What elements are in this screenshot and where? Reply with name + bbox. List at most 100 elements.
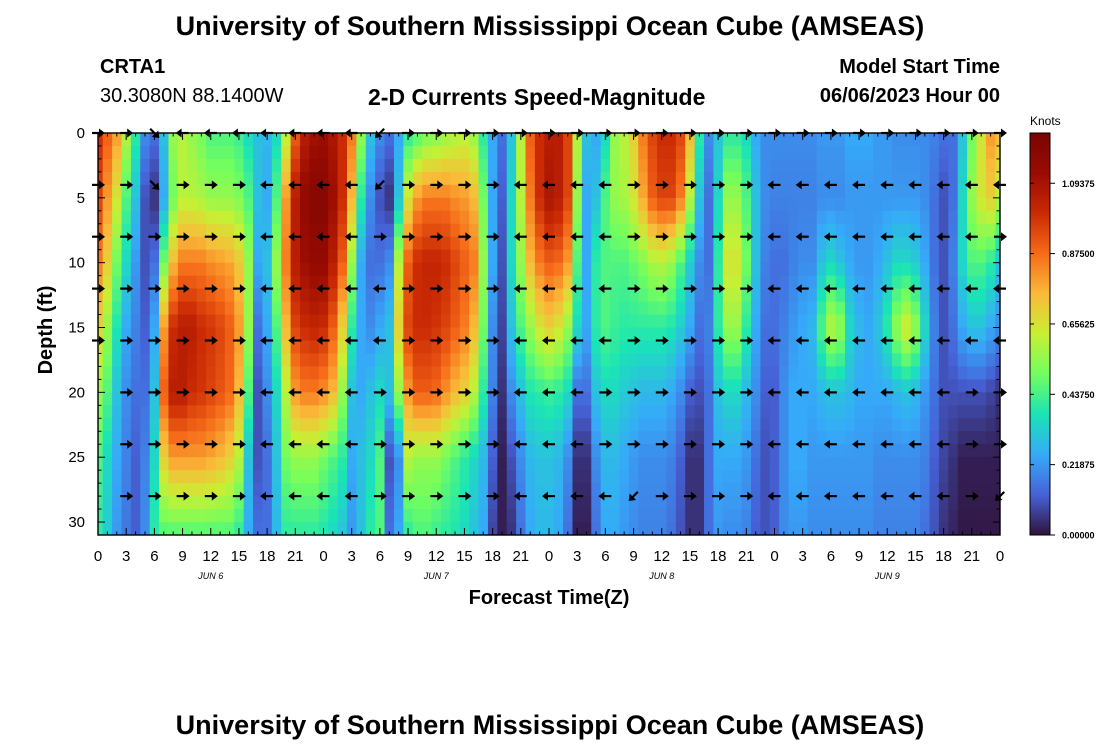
heat-cell xyxy=(487,171,498,186)
heat-cell xyxy=(384,288,395,303)
heat-cell xyxy=(694,340,705,355)
heat-cell xyxy=(938,158,949,173)
heat-cell xyxy=(863,444,874,458)
heat-cell xyxy=(938,288,949,303)
heat-cell xyxy=(318,223,329,238)
heat-cell xyxy=(346,353,357,368)
heat-cell xyxy=(290,340,301,355)
heat-cell xyxy=(666,197,677,212)
heat-cell xyxy=(271,210,282,225)
heat-cell xyxy=(271,496,282,510)
heat-cell xyxy=(234,444,245,458)
heat-cell xyxy=(393,301,404,316)
heat-cell xyxy=(112,496,123,510)
heat-cell xyxy=(544,405,555,419)
heat-cell xyxy=(694,262,705,277)
heat-cell xyxy=(901,509,912,523)
heat-cell xyxy=(318,444,329,458)
heat-cell xyxy=(985,431,996,445)
x-tick-label: 21 xyxy=(512,548,529,565)
heat-cell xyxy=(290,405,301,419)
heat-cell xyxy=(976,210,987,225)
current-arrow xyxy=(795,491,809,501)
heat-cell xyxy=(938,431,949,445)
current-arrow xyxy=(795,439,809,449)
heat-cell xyxy=(976,457,987,471)
heat-cell xyxy=(206,379,217,393)
heat-cell xyxy=(431,236,442,251)
heat-cell xyxy=(816,133,827,147)
heat-cell xyxy=(243,171,254,186)
heat-cell xyxy=(121,145,132,160)
current-arrow xyxy=(740,387,754,397)
heat-cell xyxy=(365,249,376,264)
heat-cell xyxy=(393,444,404,458)
heat-cell xyxy=(628,223,639,238)
current-arrow xyxy=(908,439,922,449)
heat-cell xyxy=(149,418,160,432)
heat-cell xyxy=(337,457,348,471)
current-arrow xyxy=(513,439,527,449)
heat-cell xyxy=(694,171,705,186)
heat-cell xyxy=(610,158,621,173)
heat-cell xyxy=(807,288,818,303)
heat-cell xyxy=(779,301,790,316)
current-arrow xyxy=(936,232,950,242)
heat-cell xyxy=(619,418,630,432)
heat-cell xyxy=(224,431,235,445)
heat-cell xyxy=(140,288,151,303)
heat-cell xyxy=(581,275,592,290)
heat-cell xyxy=(412,223,423,238)
heat-cell xyxy=(619,353,630,368)
heat-cell xyxy=(290,379,301,393)
heat-cell xyxy=(891,249,902,264)
heat-cell xyxy=(168,496,179,510)
heat-cell xyxy=(751,314,762,329)
heat-cell xyxy=(995,223,1000,238)
heat-cell xyxy=(948,197,959,212)
heat-cell xyxy=(112,275,123,290)
heat-cell xyxy=(393,288,404,303)
heat-cell xyxy=(657,366,668,380)
heat-cell xyxy=(741,210,752,225)
heat-cell xyxy=(600,210,611,225)
heat-cell xyxy=(497,314,508,329)
heat-cell xyxy=(957,483,968,497)
heat-cell xyxy=(600,431,611,445)
heat-cell xyxy=(948,236,959,251)
heat-cell xyxy=(290,236,301,251)
heat-cell xyxy=(215,171,226,186)
heat-cell xyxy=(168,509,179,523)
heat-cell xyxy=(478,405,489,419)
heat-cell xyxy=(215,223,226,238)
heat-cell xyxy=(610,288,621,303)
heat-cell xyxy=(177,509,188,523)
heat-cell xyxy=(722,496,733,510)
heat-cell xyxy=(177,353,188,368)
heat-cell xyxy=(253,470,264,484)
heat-cell xyxy=(506,366,517,380)
heat-cell xyxy=(647,457,658,471)
heat-cell xyxy=(666,483,677,497)
current-arrow xyxy=(204,336,218,345)
heat-cell xyxy=(469,405,480,419)
heat-cell xyxy=(365,171,376,186)
current-arrow xyxy=(176,336,190,345)
current-arrow xyxy=(852,387,866,397)
heat-cell xyxy=(431,418,442,432)
heat-cell xyxy=(779,392,790,406)
heat-cell xyxy=(469,522,480,535)
heat-cell xyxy=(797,288,808,303)
heat-cell xyxy=(863,418,874,432)
heat-cell xyxy=(704,522,715,535)
heat-cell xyxy=(553,314,564,329)
current-arrow xyxy=(795,180,809,190)
heat-cell xyxy=(253,431,264,445)
heat-cell xyxy=(826,262,837,277)
heat-cell xyxy=(130,145,141,160)
heat-cell xyxy=(206,145,217,160)
heat-cell xyxy=(168,444,179,458)
heat-cell xyxy=(149,509,160,523)
heat-cell xyxy=(732,275,743,290)
heat-cell xyxy=(328,327,339,342)
